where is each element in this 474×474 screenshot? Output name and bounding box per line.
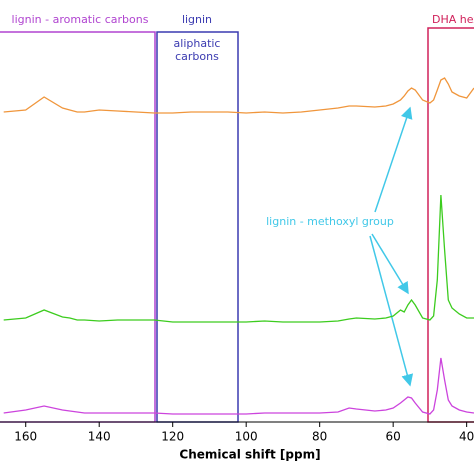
x-tick-label: 100 <box>235 430 258 444</box>
x-tick-label: 40 <box>459 430 474 444</box>
x-tick-label: 60 <box>386 430 401 444</box>
annotation: aliphatic <box>174 37 221 50</box>
spectrum-line <box>3 77 474 114</box>
annotation: lignin <box>182 13 212 26</box>
x-tick-label: 120 <box>161 430 184 444</box>
aliphatic-box <box>156 31 239 423</box>
x-tick-label: 140 <box>88 430 111 444</box>
annotation: carbons <box>175 50 219 63</box>
spectrum-line <box>3 357 474 415</box>
arrows <box>369 106 414 387</box>
x-tick-label: 80 <box>312 430 327 444</box>
dha-box <box>427 27 474 423</box>
x-axis-title: Chemical shift [ppm] <box>179 448 320 462</box>
x-tick-label: 160 <box>14 430 37 444</box>
spectrum-line <box>3 194 474 323</box>
annotation: lignin - methoxyl group <box>266 215 394 228</box>
aromatic-box <box>0 31 156 423</box>
annotation: lignin - aromatic carbons <box>12 13 149 26</box>
annotation: DHA hex <box>432 13 474 26</box>
